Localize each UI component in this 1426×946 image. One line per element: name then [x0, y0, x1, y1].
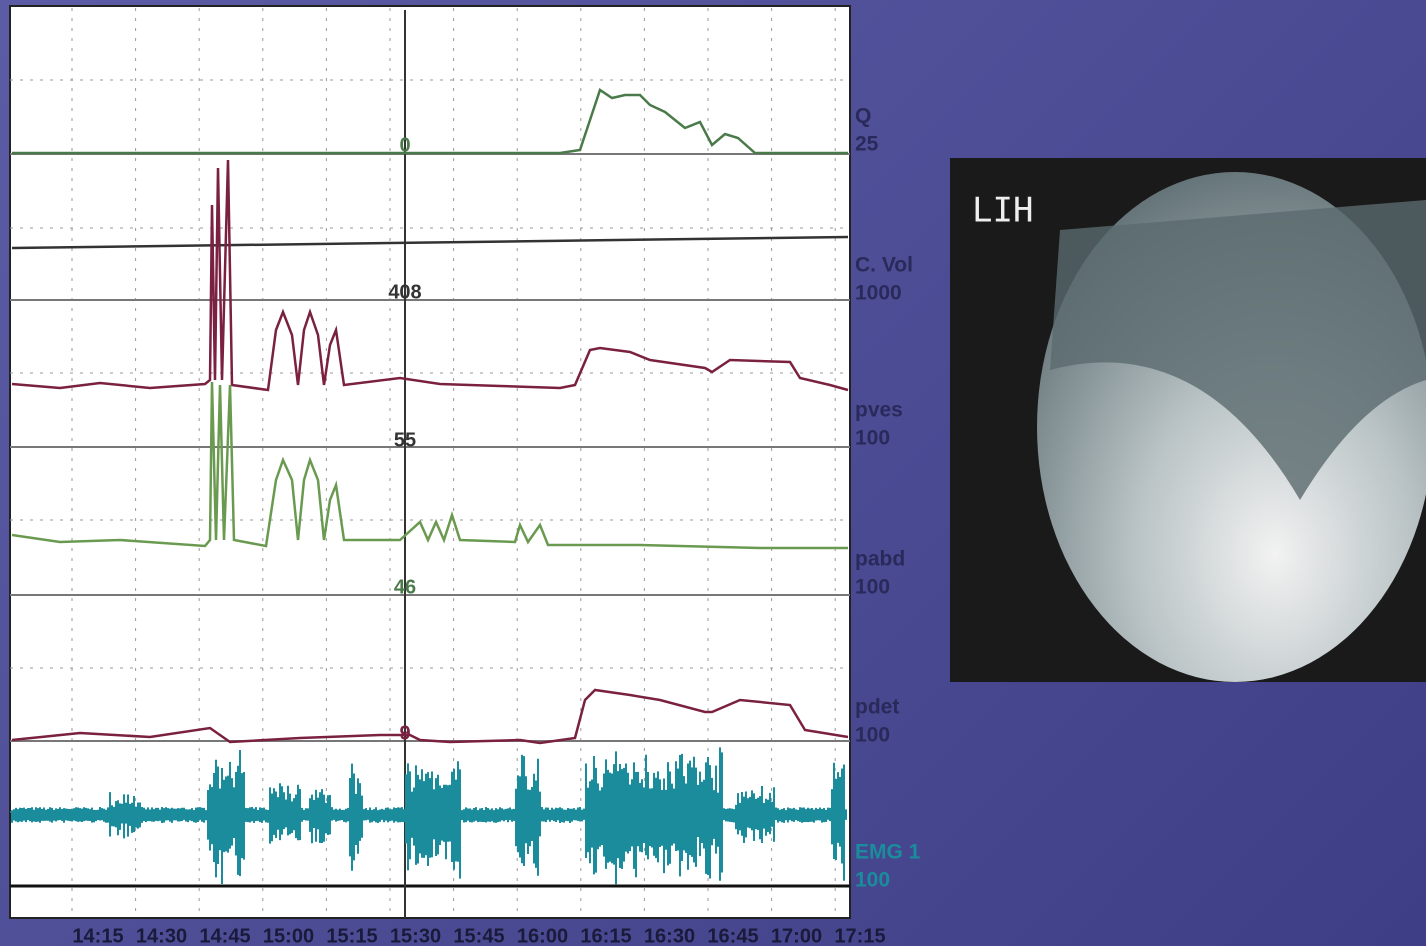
time-label: 15:30: [390, 925, 441, 946]
channel-marker: 408: [388, 281, 421, 303]
channel-name: pabd: [855, 548, 905, 571]
channel-scale: 100: [855, 427, 890, 450]
time-label: 16:30: [644, 925, 695, 946]
time-label: 14:30: [136, 925, 187, 946]
channel-marker: 0: [399, 134, 410, 156]
time-label: 16:00: [517, 925, 568, 946]
channel-name: Q: [855, 105, 871, 128]
time-label: 15:00: [263, 925, 314, 946]
channel-name: EMG 1: [855, 841, 921, 864]
channel-marker: 55: [394, 429, 416, 451]
time-label: 14:45: [199, 925, 250, 946]
channel-name: pves: [855, 399, 903, 422]
page: {"channels":[ {"name":"Q","scale":"25","…: [0, 0, 1426, 946]
time-axis: 14:15 14:30 14:45 15:00 15:15 15:30 15:45 16:00…: [72, 925, 885, 946]
time-label: 14:15: [72, 925, 123, 946]
channel-name: C. Vol: [855, 254, 913, 277]
channel-scale: 100: [855, 869, 890, 892]
fluoroscopy-image: LIH: [950, 158, 1426, 682]
time-label: 16:45: [707, 925, 758, 946]
channel-scale: 25: [855, 133, 879, 156]
time-label: 15:45: [453, 925, 504, 946]
image-label: LIH: [972, 191, 1033, 231]
time-label: 17:15: [834, 925, 885, 946]
time-label: 17:00: [771, 925, 822, 946]
time-label: 15:15: [326, 925, 377, 946]
screen: Q 25 0 C. Vol 1000 408 pves 100 55 pabd 100 46 pdet 1…: [0, 0, 1426, 946]
channel-scale: 100: [855, 576, 890, 599]
time-label: 16:15: [580, 925, 631, 946]
channel-scale: 1000: [855, 282, 902, 305]
channel-marker: 46: [394, 576, 416, 598]
channel-scale: 100: [855, 724, 890, 747]
channel-marker: 9: [399, 722, 410, 744]
channel-name: pdet: [855, 696, 899, 719]
